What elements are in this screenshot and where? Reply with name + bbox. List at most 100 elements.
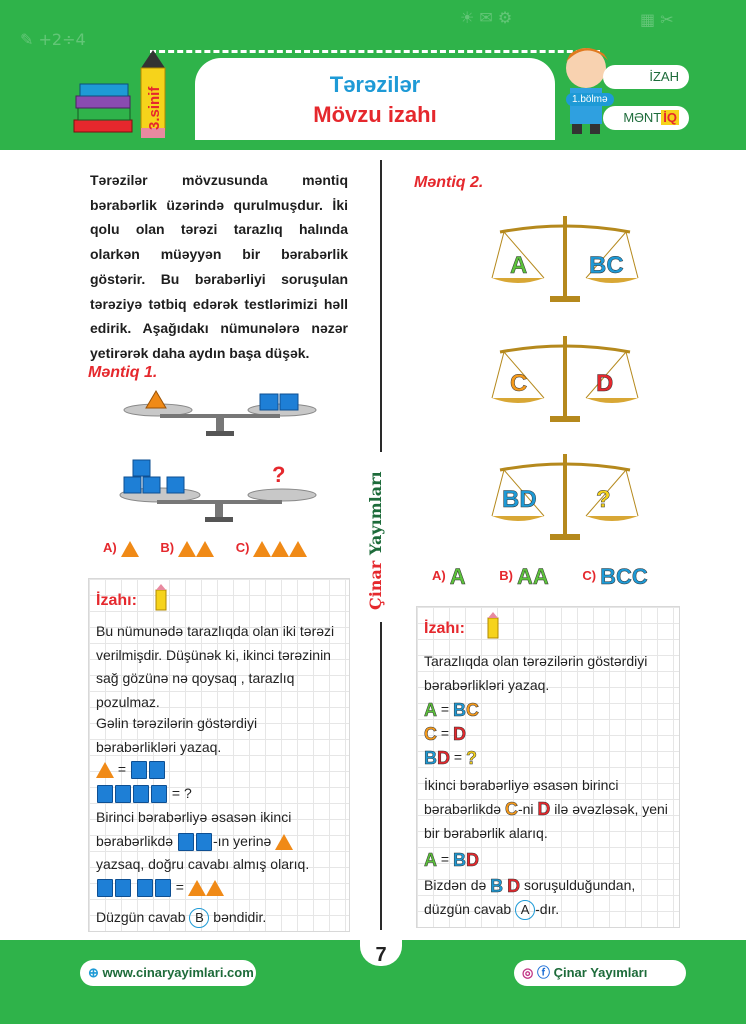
letter-a: A <box>424 849 438 870</box>
doodle-icon: ▦ ✂ <box>640 10 674 29</box>
grade-label: 3.sinif <box>146 86 163 130</box>
pyramid-icon <box>275 833 294 850</box>
tag-izah: İZAH <box>603 65 689 89</box>
scale-1-right-letters: BC <box>589 252 624 280</box>
scale-2-left-letters: C <box>510 370 528 398</box>
mentiq-1-heading: Məntiq 1. <box>88 364 158 381</box>
letter-d: D <box>507 875 521 896</box>
cube-icon <box>151 785 167 804</box>
letter-c: C <box>504 799 519 820</box>
letter-b: B <box>452 849 467 870</box>
letter-c: C <box>465 699 480 720</box>
equation-2: = ? <box>96 782 192 806</box>
letter-b: B <box>452 699 467 720</box>
header-card <box>195 58 555 140</box>
page-number: 7 <box>375 944 387 966</box>
letter-bd: BD <box>502 486 537 514</box>
equation-r4: A = BD <box>424 848 479 872</box>
izah-title-1: İzahı: <box>96 592 137 609</box>
equation-r3: BD = ? <box>424 746 477 770</box>
cube-icon <box>130 761 147 780</box>
cube-icon <box>154 879 171 898</box>
option-b-value: AA <box>516 564 549 590</box>
izah-box-2 <box>416 606 680 928</box>
letter-d: D <box>596 370 614 398</box>
scale-3-left-letters: BD <box>502 486 537 514</box>
pencil-mini-icon <box>487 612 499 639</box>
izah-title-2: İzahı: <box>424 620 465 637</box>
izah-1-p3-a: Birinci bərabərliyə əsasən ikinci bərabə… <box>96 809 292 849</box>
page-subtitle: Mövzu izahı <box>313 102 437 127</box>
izah-1-paragraph: Bu nümunədə tarazlıqda olan iki tərəzi v… <box>96 623 335 710</box>
equals-sign: = <box>440 701 450 717</box>
golden-scale-3 <box>491 454 639 540</box>
scale-2-right-letters: D <box>596 370 614 398</box>
balance-scale-1 <box>123 390 317 436</box>
social-pill[interactable]: ◎ ⓕ Çinar Yayımları <box>514 960 686 986</box>
equation-2-tail: = ? <box>171 785 192 801</box>
izah-2-p2-c: ilə əvəzləsək, yeni bir bərabərlik aları… <box>424 800 668 841</box>
golden-scale-1 <box>491 216 639 302</box>
izah-1-p3-b: -ın yerinə <box>212 832 272 849</box>
letter-d: D <box>452 723 467 744</box>
pyramid-icon <box>289 540 308 557</box>
website-link[interactable]: www.cinaryayimlari.com <box>102 965 254 980</box>
izah-1-p3-c: yazsaq, doğru cavabı almış olarıq. <box>96 856 310 872</box>
tag-mentiq-prefix: MƏNT <box>623 110 662 125</box>
letter-question: ? <box>465 747 478 768</box>
cube-icon <box>177 832 194 851</box>
pencil-mascot-icon <box>140 50 166 138</box>
izah-box-1 <box>88 578 350 932</box>
equation-3: = <box>96 876 224 900</box>
izah-2-paragraph-3: Bizdən də B D soruşulduğundan, düzgün ca… <box>424 874 672 922</box>
pencil-mini-icon <box>155 584 167 611</box>
equation-1: = <box>96 758 166 782</box>
books-icon <box>73 83 133 133</box>
doodle-icon: ✎ +2÷4 <box>20 30 86 49</box>
cube-icon <box>195 832 212 851</box>
equation-r2: C = D <box>424 722 466 746</box>
doodle-icon: ☀ ✉ ⚙ <box>460 8 513 27</box>
equals-sign: = <box>117 761 127 777</box>
letter-d: D <box>537 799 551 820</box>
website-pill[interactable]: ⊕ www.cinaryayimlari.com <box>80 960 256 986</box>
pyramid-icon <box>205 880 224 897</box>
option-c-label: C) <box>582 568 597 584</box>
page-title: Tərəzilər <box>329 72 421 97</box>
letter-a: A <box>424 699 438 720</box>
social-name[interactable]: Çinar Yayımları <box>553 965 648 980</box>
pyramid-icon <box>271 540 290 557</box>
pyramid-icon <box>196 540 215 557</box>
options-row-2: A) A B) AA C) BCC <box>432 564 648 590</box>
izah-2-p3-a: Bizdən də <box>424 877 487 893</box>
letter-b: B <box>424 747 438 768</box>
cube-icon <box>97 879 113 898</box>
letter-c: C <box>510 370 528 398</box>
option-a-label: A) <box>432 568 446 584</box>
cube-icon <box>97 785 113 804</box>
equals-sign: = <box>440 851 450 867</box>
letter-bc: BC <box>589 252 624 280</box>
cube-icon <box>115 785 131 804</box>
equals-sign: = <box>175 879 184 895</box>
izah-2-p3-b: soruşulduğundan, <box>523 877 636 893</box>
pyramid-icon <box>120 540 139 557</box>
page-tab <box>360 930 402 966</box>
options-row-1: A) B) C) <box>103 540 308 557</box>
section-badge: 1.bölmə <box>566 93 614 106</box>
option-c-value: BCC <box>600 564 648 590</box>
question-mark: ? <box>272 462 286 487</box>
intro-paragraph: Tərəzilər mövzusunda məntiq bərabərlik ü… <box>90 172 348 361</box>
letter-d: D <box>465 849 480 870</box>
pyramid-icon <box>178 540 197 557</box>
divider-gap <box>370 452 392 622</box>
brand-word-1: Çinar <box>366 560 385 610</box>
cube-icon <box>133 785 149 804</box>
final-a: Düzgün cavab <box>96 909 186 925</box>
option-a-label: A) <box>103 540 117 555</box>
izah-1-paragraph-2: Gəlin tərəzilərin göstərdiyi bərabərlikl… <box>96 715 258 755</box>
izah-2-paragraph: Tarazlıqda olan tərəzilərin göstərdiyi b… <box>424 653 648 693</box>
letter-a: A <box>510 252 528 280</box>
tag-mentiq: MƏNT İQ <box>603 106 689 130</box>
izah-1-paragraph-3: Birinci bərabərliyə əsasən ikinci bərabə… <box>96 806 340 877</box>
